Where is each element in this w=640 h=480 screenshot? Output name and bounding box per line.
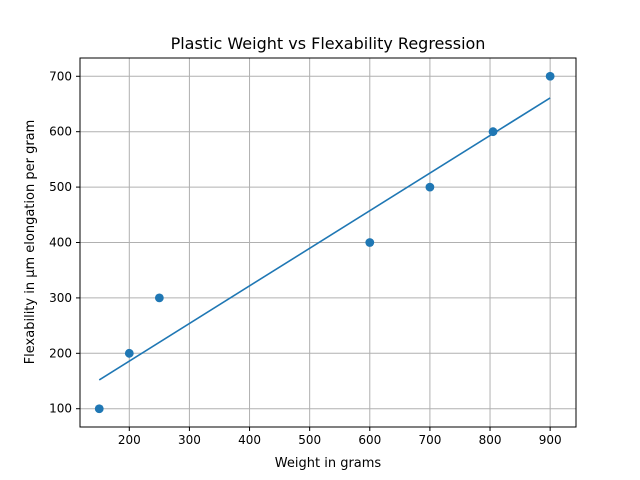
- x-tick-label: 400: [238, 433, 261, 447]
- data-point: [545, 71, 555, 81]
- regression-line-layer: [98, 97, 551, 381]
- regression-line: [98, 97, 551, 381]
- data-point: [154, 293, 164, 303]
- x-tick-label: 600: [358, 433, 381, 447]
- x-tick-label: 500: [298, 433, 321, 447]
- chart-title: Plastic Weight vs Flexability Regression: [171, 34, 486, 53]
- data-point: [488, 127, 498, 137]
- x-tick-label: 200: [118, 433, 141, 447]
- y-tick-label: 500: [49, 180, 72, 194]
- scatter-points: [94, 71, 555, 414]
- axis-ticks: 200 300 400 500 600 700 800 900 100 200 300 400 500 6…: [49, 69, 562, 447]
- x-tick-label: 900: [539, 433, 562, 447]
- x-tick-label: 800: [479, 433, 502, 447]
- x-tick-label: 300: [178, 433, 201, 447]
- data-point: [365, 238, 375, 247]
- y-axis-label: Flexability in μm elongation per gram: [23, 120, 38, 365]
- grid-lines: [80, 58, 576, 427]
- y-tick-label: 700: [49, 69, 72, 83]
- y-tick-label: 200: [49, 346, 72, 360]
- data-point: [94, 404, 104, 414]
- x-tick-label: 700: [418, 433, 441, 447]
- y-tick-label: 600: [49, 125, 72, 139]
- data-point: [124, 348, 134, 358]
- y-tick-label: 100: [49, 402, 72, 416]
- y-tick-label: 300: [49, 291, 72, 305]
- y-tick-label: 400: [49, 236, 72, 250]
- x-axis-label: Weight in grams: [275, 456, 382, 471]
- data-point: [425, 182, 435, 192]
